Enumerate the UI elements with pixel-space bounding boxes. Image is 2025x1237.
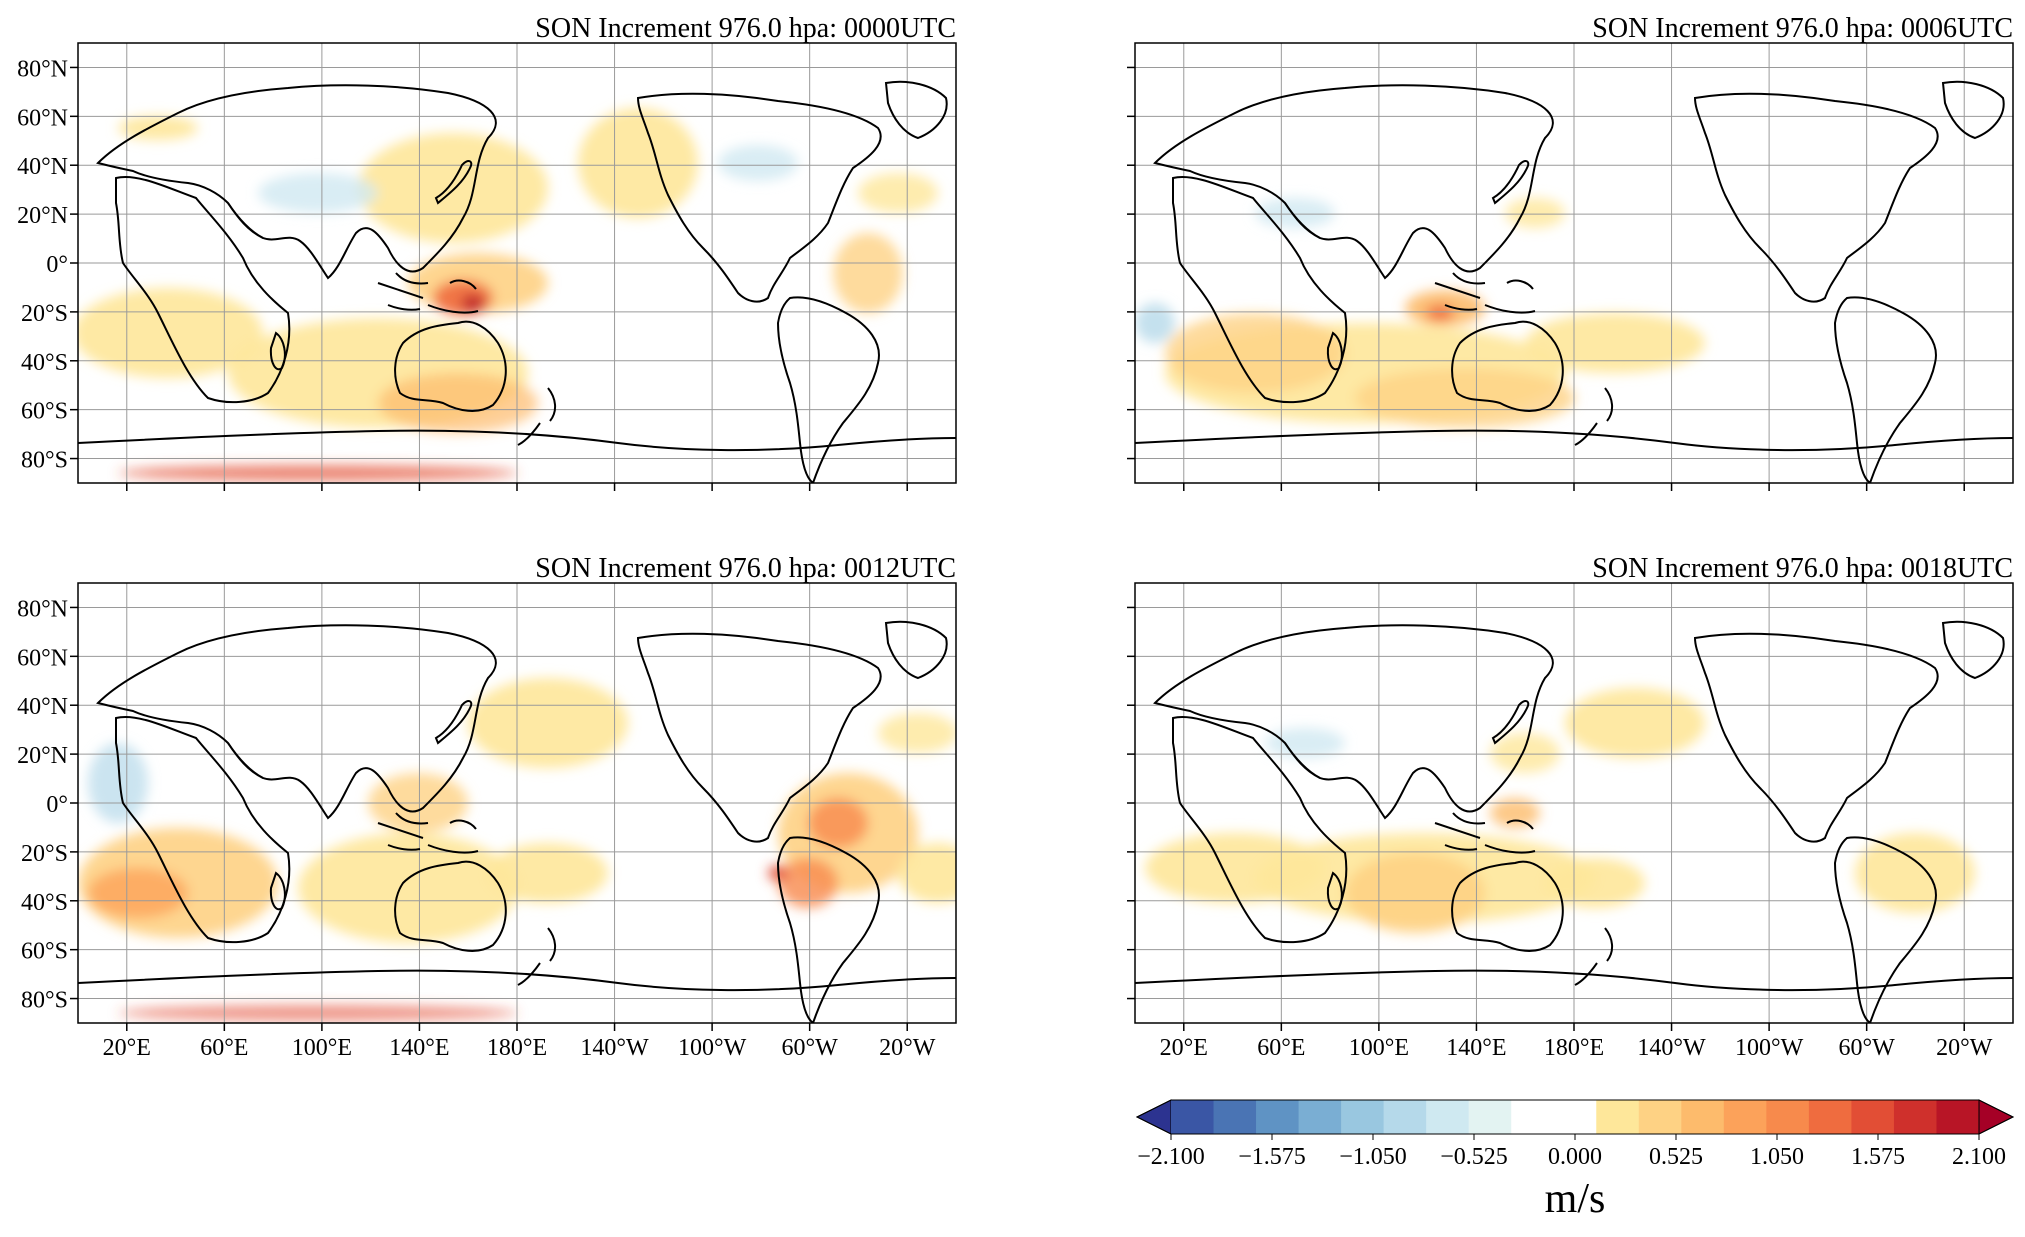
x-axis [126, 483, 908, 491]
colorbar-tick-label: 1.575 [1851, 1144, 1905, 1170]
panel-title: SON Increment 976.0 hpa: 0012UTC [535, 553, 956, 584]
colorbar-swatch [1638, 1100, 1682, 1134]
colorbar-tick-label: 0.000 [1548, 1144, 1602, 1170]
y-axis [1127, 606, 1135, 1000]
colorbar-swatch [1596, 1100, 1640, 1134]
x-tick-label: 100°W [678, 1035, 747, 1061]
x-tick-label: 20°E [103, 1035, 151, 1061]
y-tick-label: 80°S [21, 988, 68, 1014]
y-tick-label: 40°N [17, 694, 68, 720]
map-panel-0018utc: SON Increment 976.0 hpa: 0018UTC [1127, 553, 2014, 1061]
panel-title: SON Increment 976.0 hpa: 0006UTC [1592, 13, 2013, 44]
y-tick-label: 0° [46, 252, 68, 278]
colorbar-tick-label: 0.525 [1649, 1144, 1703, 1170]
colorbar-swatch [1553, 1100, 1597, 1134]
map-panel-0000utc: SON Increment 976.0 hpa: 0000UTC [17, 13, 957, 491]
y-tick-label: 80°N [17, 56, 68, 82]
colorbar-swatch [1681, 1100, 1725, 1134]
y-axis: 80°N 60°N 40°N 20°N 0° 20°S 40°S 60°S 80°S [17, 596, 78, 1014]
x-tick-label: 180°E [487, 1035, 547, 1061]
x-tick-label: 180°E [1544, 1035, 1604, 1061]
panel-title: SON Increment 976.0 hpa: 0018UTC [1592, 553, 2013, 584]
y-tick-label: 0° [46, 792, 68, 818]
x-tick-label: 140°W [1637, 1035, 1706, 1061]
colorbar: −2.100 −1.575 −1.050 −0.525 0.000 0.525 1.050 1… [1135, 1099, 2015, 1222]
y-tick-label: 60°S [21, 399, 68, 425]
colorbar-swatch [1766, 1100, 1810, 1134]
x-tick-label: 100°E [1349, 1035, 1409, 1061]
y-tick-label: 20°N [17, 743, 68, 769]
y-tick-label: 60°N [17, 645, 68, 671]
y-axis: 80°N 60°N 40°N 20°N 0° 20°S 40°S 60°S 80°S [17, 56, 78, 474]
colorbar-swatch [1426, 1100, 1470, 1134]
x-tick-label: 60°E [1257, 1035, 1305, 1061]
y-tick-label: 80°N [17, 596, 68, 622]
colorbar-swatch [1468, 1100, 1512, 1134]
y-axis [1127, 66, 1135, 460]
gridlines [78, 43, 956, 483]
y-tick-label: 20°S [21, 301, 68, 327]
gridlines [1135, 583, 2013, 1023]
y-tick-label: 60°N [17, 105, 68, 131]
x-axis: 20°E 60°E 100°E 140°E 180°E 140°W 100°W 60°W 20°… [103, 1023, 936, 1061]
x-tick-label: 20°W [1936, 1035, 1993, 1061]
colorbar-swatch [1893, 1100, 1937, 1134]
increment-field [78, 108, 938, 481]
y-tick-label: 60°S [21, 939, 68, 965]
y-tick-label: 20°S [21, 841, 68, 867]
map-panel-0006utc: SON Increment 976.0 hpa: 0006UTC [1127, 13, 2014, 491]
colorbar-tick-label: −1.575 [1238, 1144, 1306, 1170]
increment-field [1145, 688, 1975, 933]
x-tick-label: 140°E [389, 1035, 449, 1061]
colorbar-tick-label: 1.050 [1750, 1144, 1804, 1170]
colorbar-swatches [1135, 1099, 2015, 1135]
y-tick-label: 80°S [21, 448, 68, 474]
colorbar-swatch [1851, 1100, 1895, 1134]
panel-title: SON Increment 976.0 hpa: 0000UTC [535, 13, 956, 44]
y-tick-label: 20°N [17, 203, 68, 229]
x-tick-label: 20°W [879, 1035, 936, 1061]
colorbar-min-extension [1135, 1099, 1172, 1135]
x-tick-label: 100°W [1735, 1035, 1804, 1061]
increment-field [78, 678, 956, 1021]
gridlines [1135, 43, 2013, 483]
colorbar-swatch [1383, 1100, 1427, 1134]
map-panel-0012utc: SON Increment 976.0 hpa: 0012UTC [17, 553, 957, 1061]
colorbar-swatch [1723, 1100, 1767, 1134]
x-tick-label: 60°W [782, 1035, 839, 1061]
x-axis [1183, 483, 1965, 491]
y-tick-label: 40°N [17, 154, 68, 180]
x-tick-label: 60°E [200, 1035, 248, 1061]
colorbar-swatch [1213, 1100, 1257, 1134]
colorbar-tick-label: 2.100 [1952, 1144, 2006, 1170]
colorbar-unit-label: m/s [1545, 1176, 1606, 1222]
colorbar-swatch [1511, 1100, 1555, 1134]
colorbar-swatch [1298, 1100, 1342, 1134]
y-tick-label: 40°S [21, 890, 68, 916]
y-tick-label: 40°S [21, 350, 68, 376]
colorbar-tick-label: −1.050 [1339, 1144, 1407, 1170]
x-tick-label: 100°E [292, 1035, 352, 1061]
x-tick-label: 60°W [1839, 1035, 1896, 1061]
colorbar-tick-label: −2.100 [1137, 1144, 1205, 1170]
colorbar-swatch [1936, 1100, 1980, 1134]
gridlines [78, 583, 956, 1023]
colorbar-swatch [1256, 1100, 1300, 1134]
x-axis: 20°E 60°E 100°E 140°E 180°E 140°W 100°W 60°W 20°… [1160, 1023, 1993, 1061]
colorbar-tick-label: −0.525 [1440, 1144, 1508, 1170]
colorbar-tick-labels: −2.100 −1.575 −1.050 −0.525 0.000 0.525 1.050 1… [1137, 1134, 2006, 1170]
colorbar-max-extension [1978, 1099, 2015, 1135]
x-tick-label: 20°E [1160, 1035, 1208, 1061]
colorbar-swatch [1171, 1100, 1215, 1134]
x-tick-label: 140°E [1446, 1035, 1506, 1061]
x-tick-label: 140°W [580, 1035, 649, 1061]
colorbar-swatch [1808, 1100, 1852, 1134]
colorbar-swatch [1341, 1100, 1385, 1134]
